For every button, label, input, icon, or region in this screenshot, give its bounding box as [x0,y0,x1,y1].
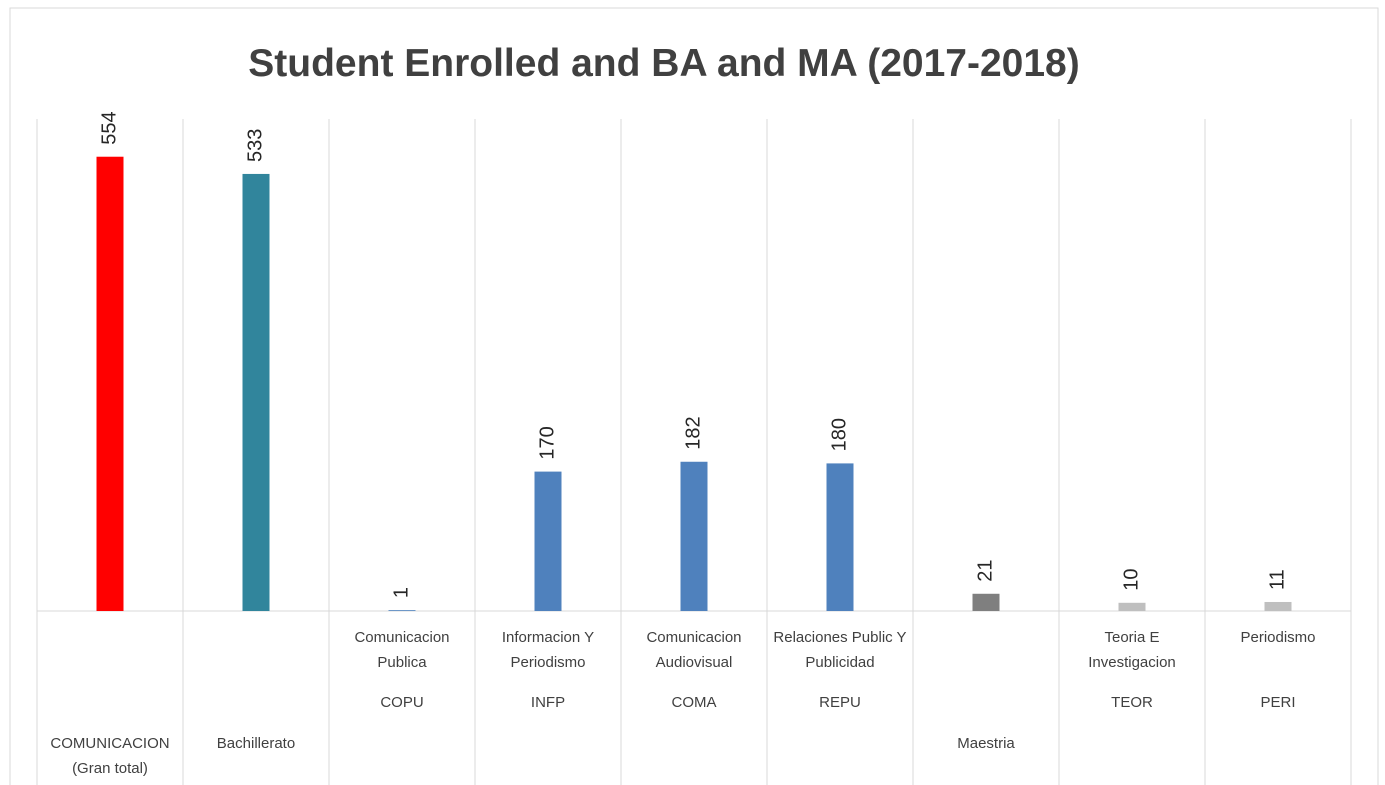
chart-border [9,7,1379,785]
category-label: Comunicacion Publica [354,629,450,671]
code-label: PERI [1260,694,1296,711]
data-label: 170 [536,426,558,459]
category-label: Comunicacion Audiovisual [646,629,742,671]
bar [242,173,270,611]
data-label: 11 [1266,569,1288,590]
code-label: COMA [671,694,717,711]
bar [388,610,416,611]
bar [534,471,562,611]
data-label: 182 [682,416,704,449]
bar [826,463,854,611]
category-label: Relaciones Public Y Publicidad [773,629,907,671]
bar [1118,602,1146,611]
data-label: 1 [390,587,412,598]
code-label: TEOR [1111,694,1153,711]
data-label: 554 [98,111,120,144]
bar [680,461,708,611]
bar [96,156,124,611]
data-label: 10 [1120,569,1142,591]
data-label: 180 [828,418,850,451]
code-label: INFP [530,694,566,711]
code-label: REPU [819,694,861,711]
category-label: Informacion Y Periodismo [501,629,595,671]
chart-title: Student Enrolled and BA and MA (2017-201… [248,42,1079,85]
group-label: Maestria [957,735,1015,752]
bar [1264,601,1292,611]
group-label: Bachillerato [216,735,296,752]
code-label: COPU [380,694,424,711]
data-label: 533 [244,129,266,162]
category-label: Teoria E Investigacion [1088,629,1176,671]
category-label: Periodismo [1240,629,1316,646]
group-label: COMUNICACION (Gran total) [50,735,170,777]
bar [972,593,1000,611]
data-label: 21 [974,560,996,582]
